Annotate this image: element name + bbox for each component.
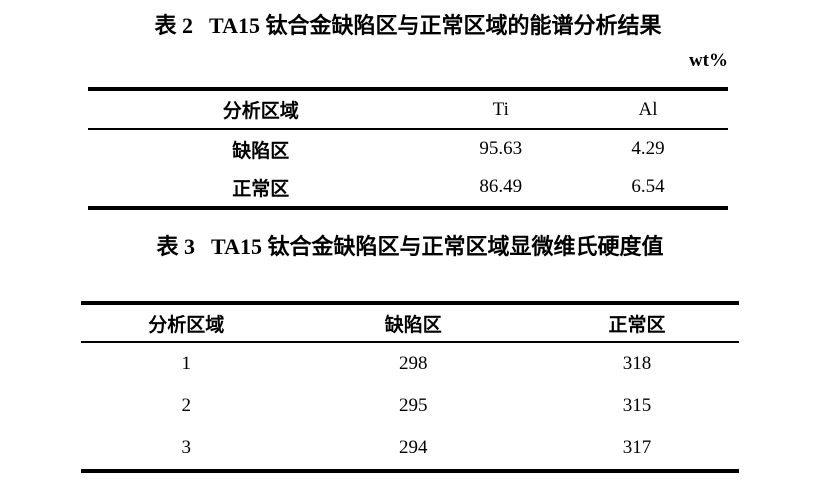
- table2-caption-number: 表 2: [154, 13, 194, 38]
- table3-cell-normal-2: 315: [622, 395, 652, 416]
- table2-header-al: Al: [567, 89, 728, 130]
- table2: 分析区域 Ti Al 缺陷区 95.63 4.29 正常区 86.49 6.54: [88, 87, 728, 210]
- table2-cell-normal-ti: 86.49: [479, 176, 523, 197]
- table3-cell-normal-3: 317: [622, 437, 652, 458]
- table3-cell-normal-1: 318: [622, 353, 652, 374]
- table2-caption-title: TA15 钛合金缺陷区与正常区域的能谱分析结果: [209, 13, 662, 38]
- table3-header-normal-area: 正常区: [535, 303, 739, 343]
- table2-cell-defect-al: 4.29: [631, 138, 665, 159]
- table-row: 3 294 317: [81, 427, 739, 471]
- table3-header-analysis-area: 分析区域: [81, 303, 292, 343]
- table2-unit-label: wt%: [688, 50, 728, 71]
- table3-cell-defect-1: 298: [399, 353, 428, 374]
- table3-header-defect-area: 缺陷区: [291, 303, 535, 343]
- table-row: 缺陷区 95.63 4.29: [88, 129, 728, 168]
- table3-header-row: 分析区域 缺陷区 正常区: [81, 303, 739, 343]
- table-row: 1 298 318: [81, 342, 739, 385]
- table2-cell-defect-label: 缺陷区: [232, 140, 290, 162]
- table3-caption-number: 表 3: [156, 234, 196, 259]
- table3-cell-index-1: 1: [181, 353, 192, 374]
- table3-cell-defect-3: 294: [399, 437, 428, 458]
- table-row: 正常区 86.49 6.54: [88, 168, 728, 208]
- table2-header-row: 分析区域 Ti Al: [88, 89, 728, 130]
- table2-caption: 表 2 TA15 钛合金缺陷区与正常区域的能谱分析结果: [88, 13, 728, 39]
- table2-cell-defect-ti: 95.63: [479, 138, 523, 159]
- table3-cell-index-3: 3: [181, 437, 192, 458]
- table3: 分析区域 缺陷区 正常区 1 298 318 2 295 315 3 294 3…: [81, 301, 739, 473]
- table2-header-analysis-area: 分析区域: [88, 89, 434, 130]
- table3-caption: 表 3 TA15 钛合金缺陷区与正常区域显微维氏硬度值: [81, 234, 739, 260]
- table2-cell-normal-label: 正常区: [232, 178, 290, 200]
- table3-caption-title: TA15 钛合金缺陷区与正常区域显微维氏硬度值: [211, 234, 664, 259]
- table-row: 2 295 315: [81, 385, 739, 427]
- table3-cell-index-2: 2: [181, 395, 192, 416]
- table2-cell-normal-al: 6.54: [631, 176, 665, 197]
- table3-cell-defect-2: 295: [399, 395, 428, 416]
- table2-header-ti: Ti: [433, 89, 568, 130]
